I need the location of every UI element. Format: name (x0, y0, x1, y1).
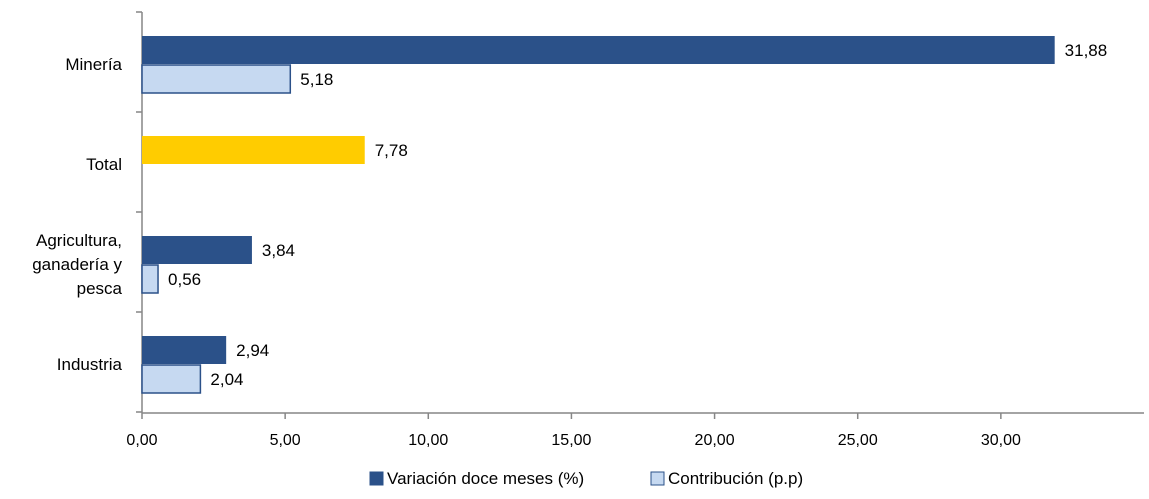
x-tick-label: 5,00 (270, 432, 301, 449)
bar-variacion (142, 36, 1055, 64)
plot-area: 31,88 5,18 7,78 3,84 0,56 2,94 2,04 (136, 11, 1144, 419)
legend: Variación doce meses (%) Contribución (p.… (369, 469, 803, 488)
bar-variacion (142, 236, 252, 264)
bar-variacion (142, 336, 227, 364)
x-tick-label: 15,00 (551, 432, 591, 449)
category-label: Industria (57, 355, 123, 374)
data-label-total: 7,78 (375, 141, 408, 160)
legend-label-contribucion: Contribución (p.p) (668, 469, 803, 488)
x-tick-label: 0,00 (126, 432, 157, 449)
data-label-contribucion: 5,18 (300, 70, 333, 89)
x-tick-label: 25,00 (838, 432, 878, 449)
x-tick-label: 30,00 (981, 432, 1021, 449)
data-label-variacion: 3,84 (262, 241, 295, 260)
category-label: Total (86, 155, 122, 174)
bar-contribucion (141, 364, 202, 394)
legend-swatch-variacion (369, 471, 384, 486)
x-axis-tick-labels: 0,00 5,00 10,00 15,00 20,00 25,00 30,00 (126, 432, 1021, 449)
category-labels: Minería Total Agricultura, ganadería y pesca… (32, 55, 122, 374)
legend-swatch-contribucion (650, 471, 665, 486)
category-label: Minería (65, 55, 122, 74)
x-tick-label: 20,00 (695, 432, 735, 449)
x-tick-label: 10,00 (408, 432, 448, 449)
data-label-contribucion: 2,04 (210, 370, 243, 389)
bar-total (142, 136, 365, 164)
data-label-variacion: 2,94 (236, 341, 269, 360)
data-label-contribucion: 0,56 (168, 270, 201, 289)
data-label-variacion: 31,88 (1065, 41, 1108, 60)
category-label: Agricultura, ganadería y pesca (32, 231, 122, 298)
legend-label-variacion: Variación doce meses (%) (387, 469, 584, 488)
bar-contribucion (141, 64, 292, 94)
bar-contribucion (141, 264, 159, 294)
